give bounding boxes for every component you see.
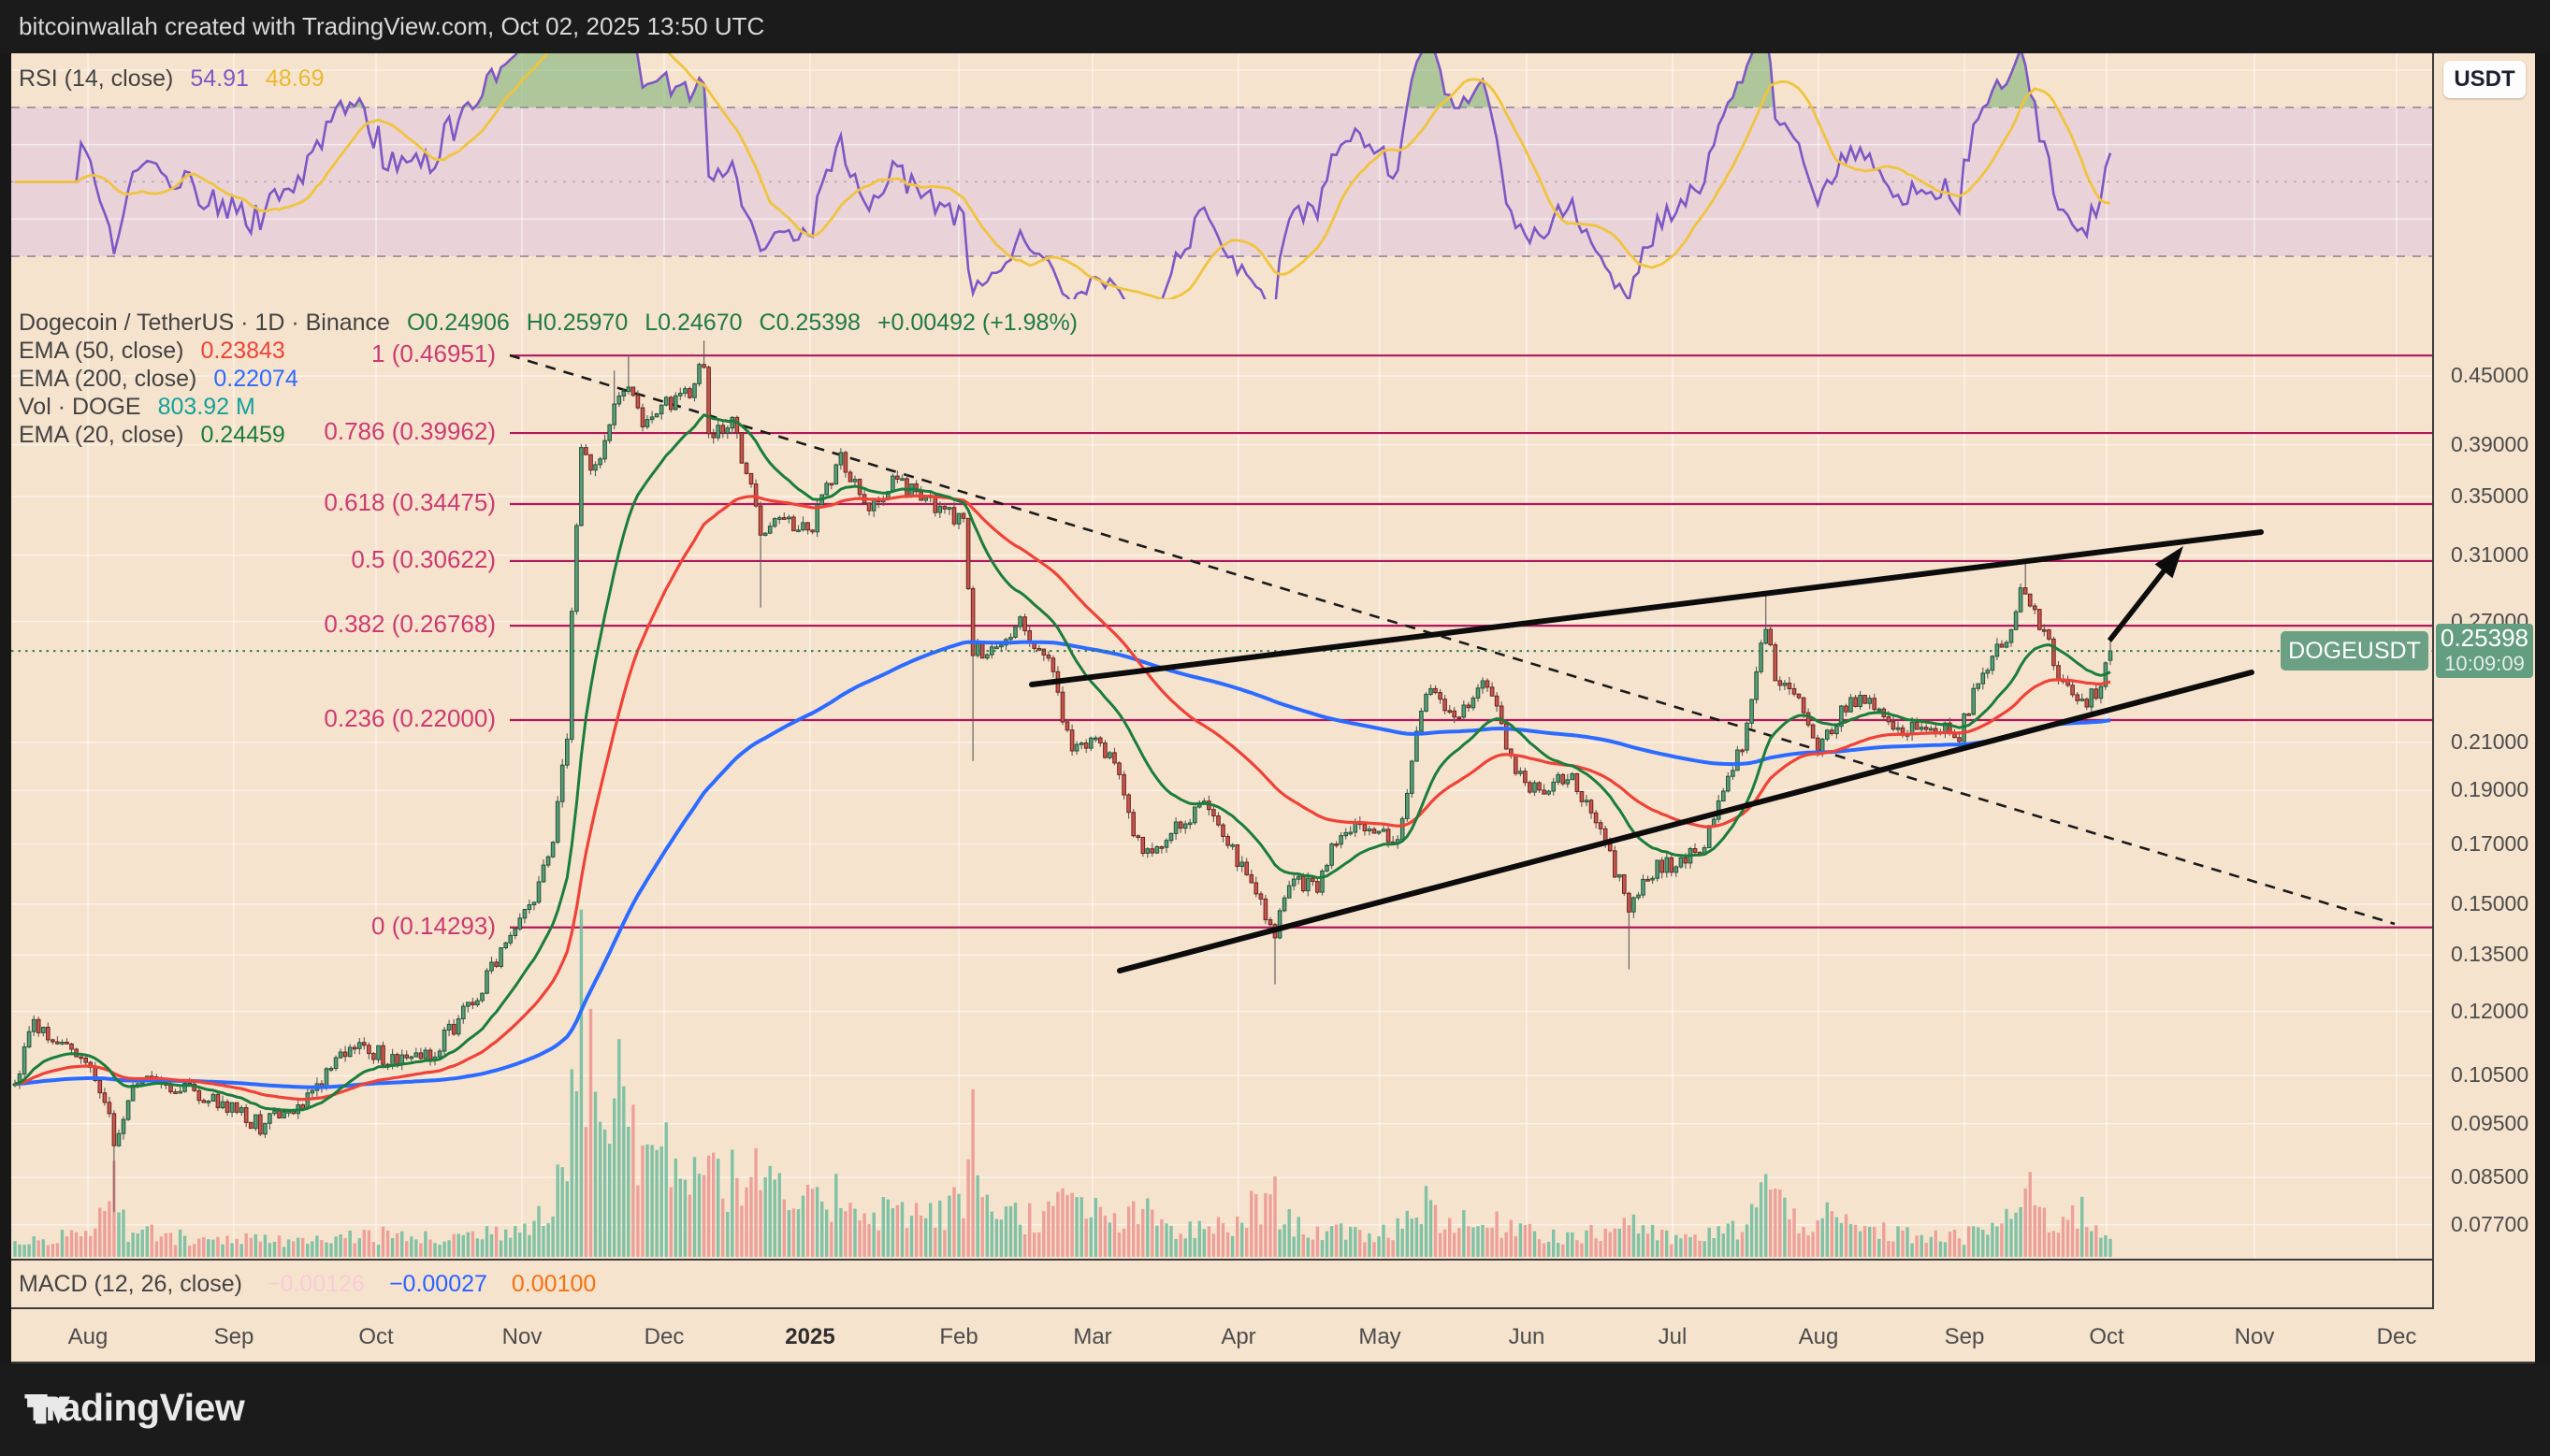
volume-value: 803.92 M [157,393,255,420]
price-axis-tick: 0.31000 [2451,541,2529,567]
macd-signal-value: 0.00100 [511,1270,597,1297]
time-axis-label: Mar [1073,1324,1112,1349]
bar-countdown: 10:09:09 [2444,652,2525,676]
volume-label[interactable]: Vol · DOGE [19,393,141,420]
time-axis-label: Aug [67,1324,109,1349]
ohlc-high: H0.25970 [526,309,629,336]
time-axis[interactable]: Aug Sep Oct Nov Dec 2025 Feb Mar Apr May Jun Jul Aug… [0,1309,2535,1363]
tradingview-logo[interactable]: TradingView [24,1386,245,1430]
fib-label: 0.618 (0.34475) [324,487,496,516]
fib-label: 0.236 (0.22000) [324,703,496,732]
ema200-value: 0.22074 [213,365,298,392]
rsi-legend[interactable]: RSI (14, close) 54.91 48.69 [19,65,324,93]
ohlc-low: L0.24670 [645,309,743,336]
price-axis-tick: 0.10500 [2451,1062,2529,1088]
price-axis-tick: 0.39000 [2451,431,2529,456]
price-axis[interactable]: USDT 0.45000 0.39000 0.35000 0.31000 0.27000… [2432,53,2535,1309]
ema200-label[interactable]: EMA (200, close) [19,365,197,392]
price-axis-tick: 0.35000 [2451,483,2529,509]
time-axis-label: Aug [1798,1324,1839,1349]
rsi-ma-value: 48.69 [265,65,325,92]
price-axis-tick: 0.09500 [2451,1110,2529,1135]
fib-label: 0.786 (0.39962) [324,417,496,446]
attribution-text: bitcoinwallah created with TradingView.c… [19,12,765,40]
macd-legend-title[interactable]: MACD (12, 26, close) [19,1270,242,1297]
time-axis-label: Oct [2089,1324,2124,1349]
macd-pane[interactable]: MACD (12, 26, close) −0.00126 −0.00027 0… [0,1259,2535,1309]
ohlc-open: O0.24906 [406,309,510,336]
ema50-label[interactable]: EMA (50, close) [19,337,184,364]
ema20-value: 0.24459 [200,421,285,448]
price-axis-tick: 0.15000 [2451,890,2529,915]
currency-toggle-button[interactable]: USDT [2443,61,2526,98]
fib-label: 1 (0.46951) [371,339,496,368]
time-axis-label: Jul [1658,1324,1688,1349]
last-price-value: 0.25398 [2441,624,2528,653]
left-gutter [0,53,11,1363]
price-axis-tick: 0.45000 [2451,363,2529,387]
macd-histogram-value: −0.00126 [266,1270,365,1297]
time-axis-label: Oct [358,1324,394,1349]
ohlc-change: +0.00492 (+1.98%) [877,309,1079,336]
price-axis-tick: 0.17000 [2451,830,2529,856]
right-gutter [2535,53,2550,1363]
macd-line-value: −0.00027 [388,1270,487,1297]
attribution-bar: bitcoinwallah created with TradingView.c… [0,0,2550,53]
fib-label: 0.5 (0.30622) [351,544,496,573]
price-axis-tick: 0.13500 [2451,942,2529,967]
ema20-label[interactable]: EMA (20, close) [19,421,184,448]
time-axis-label: 2025 [785,1324,835,1349]
time-axis-label: May [1358,1324,1401,1349]
price-axis-tick: 0.08500 [2451,1163,2529,1189]
footer-bar: TradingView [0,1363,2550,1456]
rsi-plot[interactable] [0,53,2432,301]
fib-label: 0 (0.14293) [371,911,496,940]
time-axis-label: Nov [501,1324,543,1349]
rsi-value: 54.91 [190,65,249,92]
price-axis-tick: 0.21000 [2451,728,2529,754]
time-axis-label: Apr [1221,1324,1256,1349]
symbol-price-label: DOGEUSDT [2281,631,2428,671]
time-axis-label: Nov [2234,1324,2275,1349]
price-axis-tick: 0.19000 [2451,777,2529,802]
time-axis-label: Sep [213,1324,254,1349]
rsi-legend-title[interactable]: RSI (14, close) [19,65,174,92]
price-axis-tick: 0.12000 [2451,998,2529,1023]
symbol-legend[interactable]: Dogecoin / TetherUS · 1D · Binance O0.24… [19,309,1078,449]
tradingview-logo-icon [27,1396,70,1424]
last-price-badge: 0.25398 10:09:09 [2436,624,2533,679]
time-axis-label: Jun [1508,1324,1545,1349]
fib-label: 0.382 (0.26768) [324,610,496,639]
time-axis-label: Dec [2376,1324,2417,1349]
time-axis-label: Sep [1944,1324,1985,1349]
price-axis-tick: 0.07700 [2451,1211,2529,1236]
time-axis-label: Dec [644,1324,685,1349]
price-plot[interactable] [0,301,2432,1259]
time-axis-label: Feb [939,1324,978,1349]
symbol-title[interactable]: Dogecoin / TetherUS · 1D · Binance [19,309,390,336]
rsi-pane[interactable]: RSI (14, close) 54.91 48.69 80.0060.0040… [0,53,2432,301]
price-pane[interactable]: Dogecoin / TetherUS · 1D · Binance O0.24… [0,301,2432,1259]
ohlc-close: C0.25398 [759,309,861,336]
ema50-value: 0.23843 [200,337,285,364]
